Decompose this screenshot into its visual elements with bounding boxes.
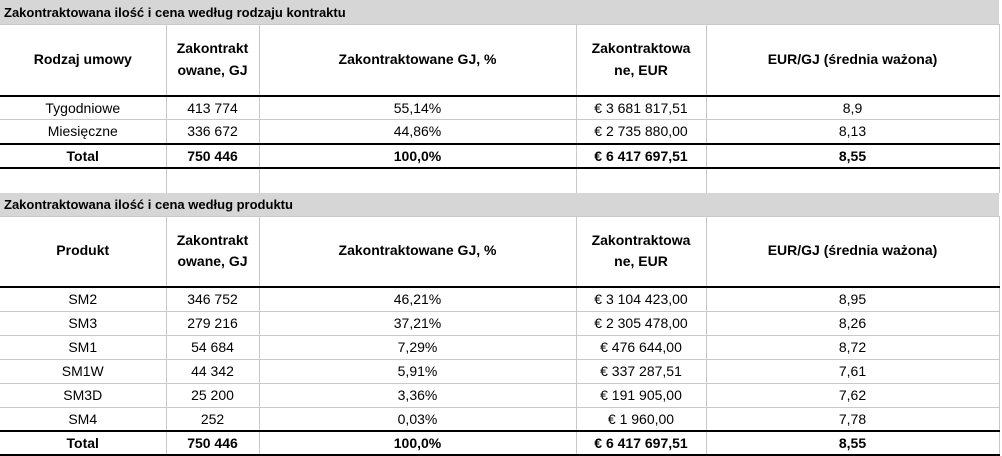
- header-cell-zakontraktowane-gj-percent[interactable]: Zakontraktowane GJ, %: [258, 24, 577, 97]
- header-cell-zakontraktowane-eur[interactable]: Zakontraktowa ne, EUR: [575, 24, 707, 97]
- section-title-product: Zakontraktowana ilość i cena według prod…: [0, 192, 999, 216]
- product-section: Zakontraktowana ilość i cena według prod…: [0, 192, 1000, 456]
- cell-gj[interactable]: 413 774: [165, 95, 260, 120]
- contract-type-table: Rodzaj umowy Zakontrakt owane, GJ Zakont…: [0, 24, 1000, 193]
- table-row-tygodniowe: Tygodniowe 413 774 55,14% € 3 681 817,51…: [0, 95, 1000, 120]
- cell-eur-per-gj[interactable]: 8,13: [705, 119, 1000, 144]
- cell-gj[interactable]: 279 216: [165, 310, 260, 336]
- product-table: Produkt Zakontrakt owane, GJ Zakontrakto…: [0, 215, 1000, 456]
- table-row-total: Total 750 446 100,0% € 6 417 697,51 8,55: [0, 430, 1000, 456]
- cell-gj-percent[interactable]: 0,03%: [258, 406, 577, 432]
- cell-total-eur[interactable]: € 6 417 697,51: [575, 430, 707, 456]
- header-cell-zakontraktowane-gj[interactable]: Zakontrakt owane, GJ: [165, 215, 260, 288]
- cell-product[interactable]: SM4: [0, 406, 167, 432]
- cell-total-eur[interactable]: € 6 417 697,51: [575, 142, 707, 169]
- cell-contract-type[interactable]: Tygodniowe: [0, 95, 167, 120]
- table-row-sm3d: SM3D 25 200 3,36% € 191 905,00 7,62: [0, 382, 1000, 408]
- cell-eur[interactable]: € 3 681 817,51: [575, 95, 707, 120]
- cell-eur[interactable]: € 3 104 423,00: [575, 286, 707, 312]
- cell-gj-percent[interactable]: 37,21%: [258, 310, 577, 336]
- cell-product[interactable]: SM3: [0, 310, 167, 336]
- cell-eur-per-gj[interactable]: 8,72: [705, 334, 1000, 360]
- cell-gj-percent[interactable]: 55,14%: [258, 95, 577, 120]
- contract-type-section: Zakontraktowana ilość i cena według rodz…: [0, 0, 1000, 193]
- cell-eur[interactable]: € 2 735 880,00: [575, 119, 707, 144]
- header-cell-zakontraktowane-eur[interactable]: Zakontraktowa ne, EUR: [575, 215, 707, 288]
- cell-eur[interactable]: € 191 905,00: [575, 382, 707, 408]
- table-row-sm1: SM1 54 684 7,29% € 476 644,00 8,72: [0, 334, 1000, 360]
- cell-eur[interactable]: € 2 305 478,00: [575, 310, 707, 336]
- cell-contract-type[interactable]: Miesięczne: [0, 119, 167, 144]
- cell-gj-percent[interactable]: 7,29%: [258, 334, 577, 360]
- cell-total-eur-per-gj[interactable]: 8,55: [705, 142, 1000, 169]
- table-row-total: Total 750 446 100,0% € 6 417 697,51 8,55: [0, 142, 1000, 169]
- cell-gj-percent[interactable]: 46,21%: [258, 286, 577, 312]
- cell-eur-per-gj[interactable]: 8,26: [705, 310, 1000, 336]
- header-cell-eur-gj[interactable]: EUR/GJ (średnia ważona): [705, 24, 1000, 97]
- cell-eur[interactable]: € 1 960,00: [575, 406, 707, 432]
- cell-product[interactable]: SM3D: [0, 382, 167, 408]
- cell-gj-percent[interactable]: 44,86%: [258, 119, 577, 144]
- cell-total-gj[interactable]: 750 446: [165, 142, 260, 169]
- table-row-miesieczne: Miesięczne 336 672 44,86% € 2 735 880,00…: [0, 119, 1000, 144]
- header-cell-zakontraktowane-gj[interactable]: Zakontrakt owane, GJ: [165, 24, 260, 97]
- cell-gj[interactable]: 346 752: [165, 286, 260, 312]
- cell-gj[interactable]: 44 342: [165, 358, 260, 384]
- header-cell-zakontraktowane-gj-percent[interactable]: Zakontraktowane GJ, %: [258, 215, 577, 288]
- table-row-sm2: SM2 346 752 46,21% € 3 104 423,00 8,95: [0, 286, 1000, 312]
- cell-gj[interactable]: 252: [165, 406, 260, 432]
- empty-cell[interactable]: [575, 167, 707, 193]
- cell-eur[interactable]: € 476 644,00: [575, 334, 707, 360]
- cell-eur-per-gj[interactable]: 7,61: [705, 358, 1000, 384]
- cell-total-gj[interactable]: 750 446: [165, 430, 260, 456]
- header-cell-produkt[interactable]: Produkt: [0, 215, 167, 288]
- empty-cell[interactable]: [0, 167, 167, 193]
- cell-eur[interactable]: € 337 287,51: [575, 358, 707, 384]
- cell-eur-per-gj[interactable]: 7,62: [705, 382, 1000, 408]
- section-title-contract-type: Zakontraktowana ilość i cena według rodz…: [0, 0, 999, 24]
- cell-eur-per-gj[interactable]: 8,9: [705, 95, 1000, 120]
- empty-row: [0, 167, 1000, 193]
- cell-product[interactable]: SM1: [0, 334, 167, 360]
- cell-gj-percent[interactable]: 3,36%: [258, 382, 577, 408]
- cell-total-eur-per-gj[interactable]: 8,55: [705, 430, 1000, 456]
- table-header-row: Produkt Zakontrakt owane, GJ Zakontrakto…: [0, 215, 1000, 288]
- cell-product[interactable]: SM1W: [0, 358, 167, 384]
- cell-total-label[interactable]: Total: [0, 142, 167, 169]
- empty-cell[interactable]: [705, 167, 1000, 193]
- empty-cell[interactable]: [165, 167, 260, 193]
- cell-gj[interactable]: 336 672: [165, 119, 260, 144]
- cell-eur-per-gj[interactable]: 8,95: [705, 286, 1000, 312]
- table-row-sm1w: SM1W 44 342 5,91% € 337 287,51 7,61: [0, 358, 1000, 384]
- cell-gj-percent[interactable]: 5,91%: [258, 358, 577, 384]
- table-row-sm3: SM3 279 216 37,21% € 2 305 478,00 8,26: [0, 310, 1000, 336]
- header-cell-rodzaj-umowy[interactable]: Rodzaj umowy: [0, 24, 167, 97]
- cell-total-gj-percent[interactable]: 100,0%: [258, 430, 577, 456]
- table-header-row: Rodzaj umowy Zakontrakt owane, GJ Zakont…: [0, 24, 1000, 97]
- cell-eur-per-gj[interactable]: 7,78: [705, 406, 1000, 432]
- header-cell-eur-gj[interactable]: EUR/GJ (średnia ważona): [705, 215, 1000, 288]
- cell-gj[interactable]: 54 684: [165, 334, 260, 360]
- empty-cell[interactable]: [258, 167, 577, 193]
- cell-total-gj-percent[interactable]: 100,0%: [258, 142, 577, 169]
- cell-total-label[interactable]: Total: [0, 430, 167, 456]
- cell-product[interactable]: SM2: [0, 286, 167, 312]
- cell-gj[interactable]: 25 200: [165, 382, 260, 408]
- table-row-sm4: SM4 252 0,03% € 1 960,00 7,78: [0, 406, 1000, 432]
